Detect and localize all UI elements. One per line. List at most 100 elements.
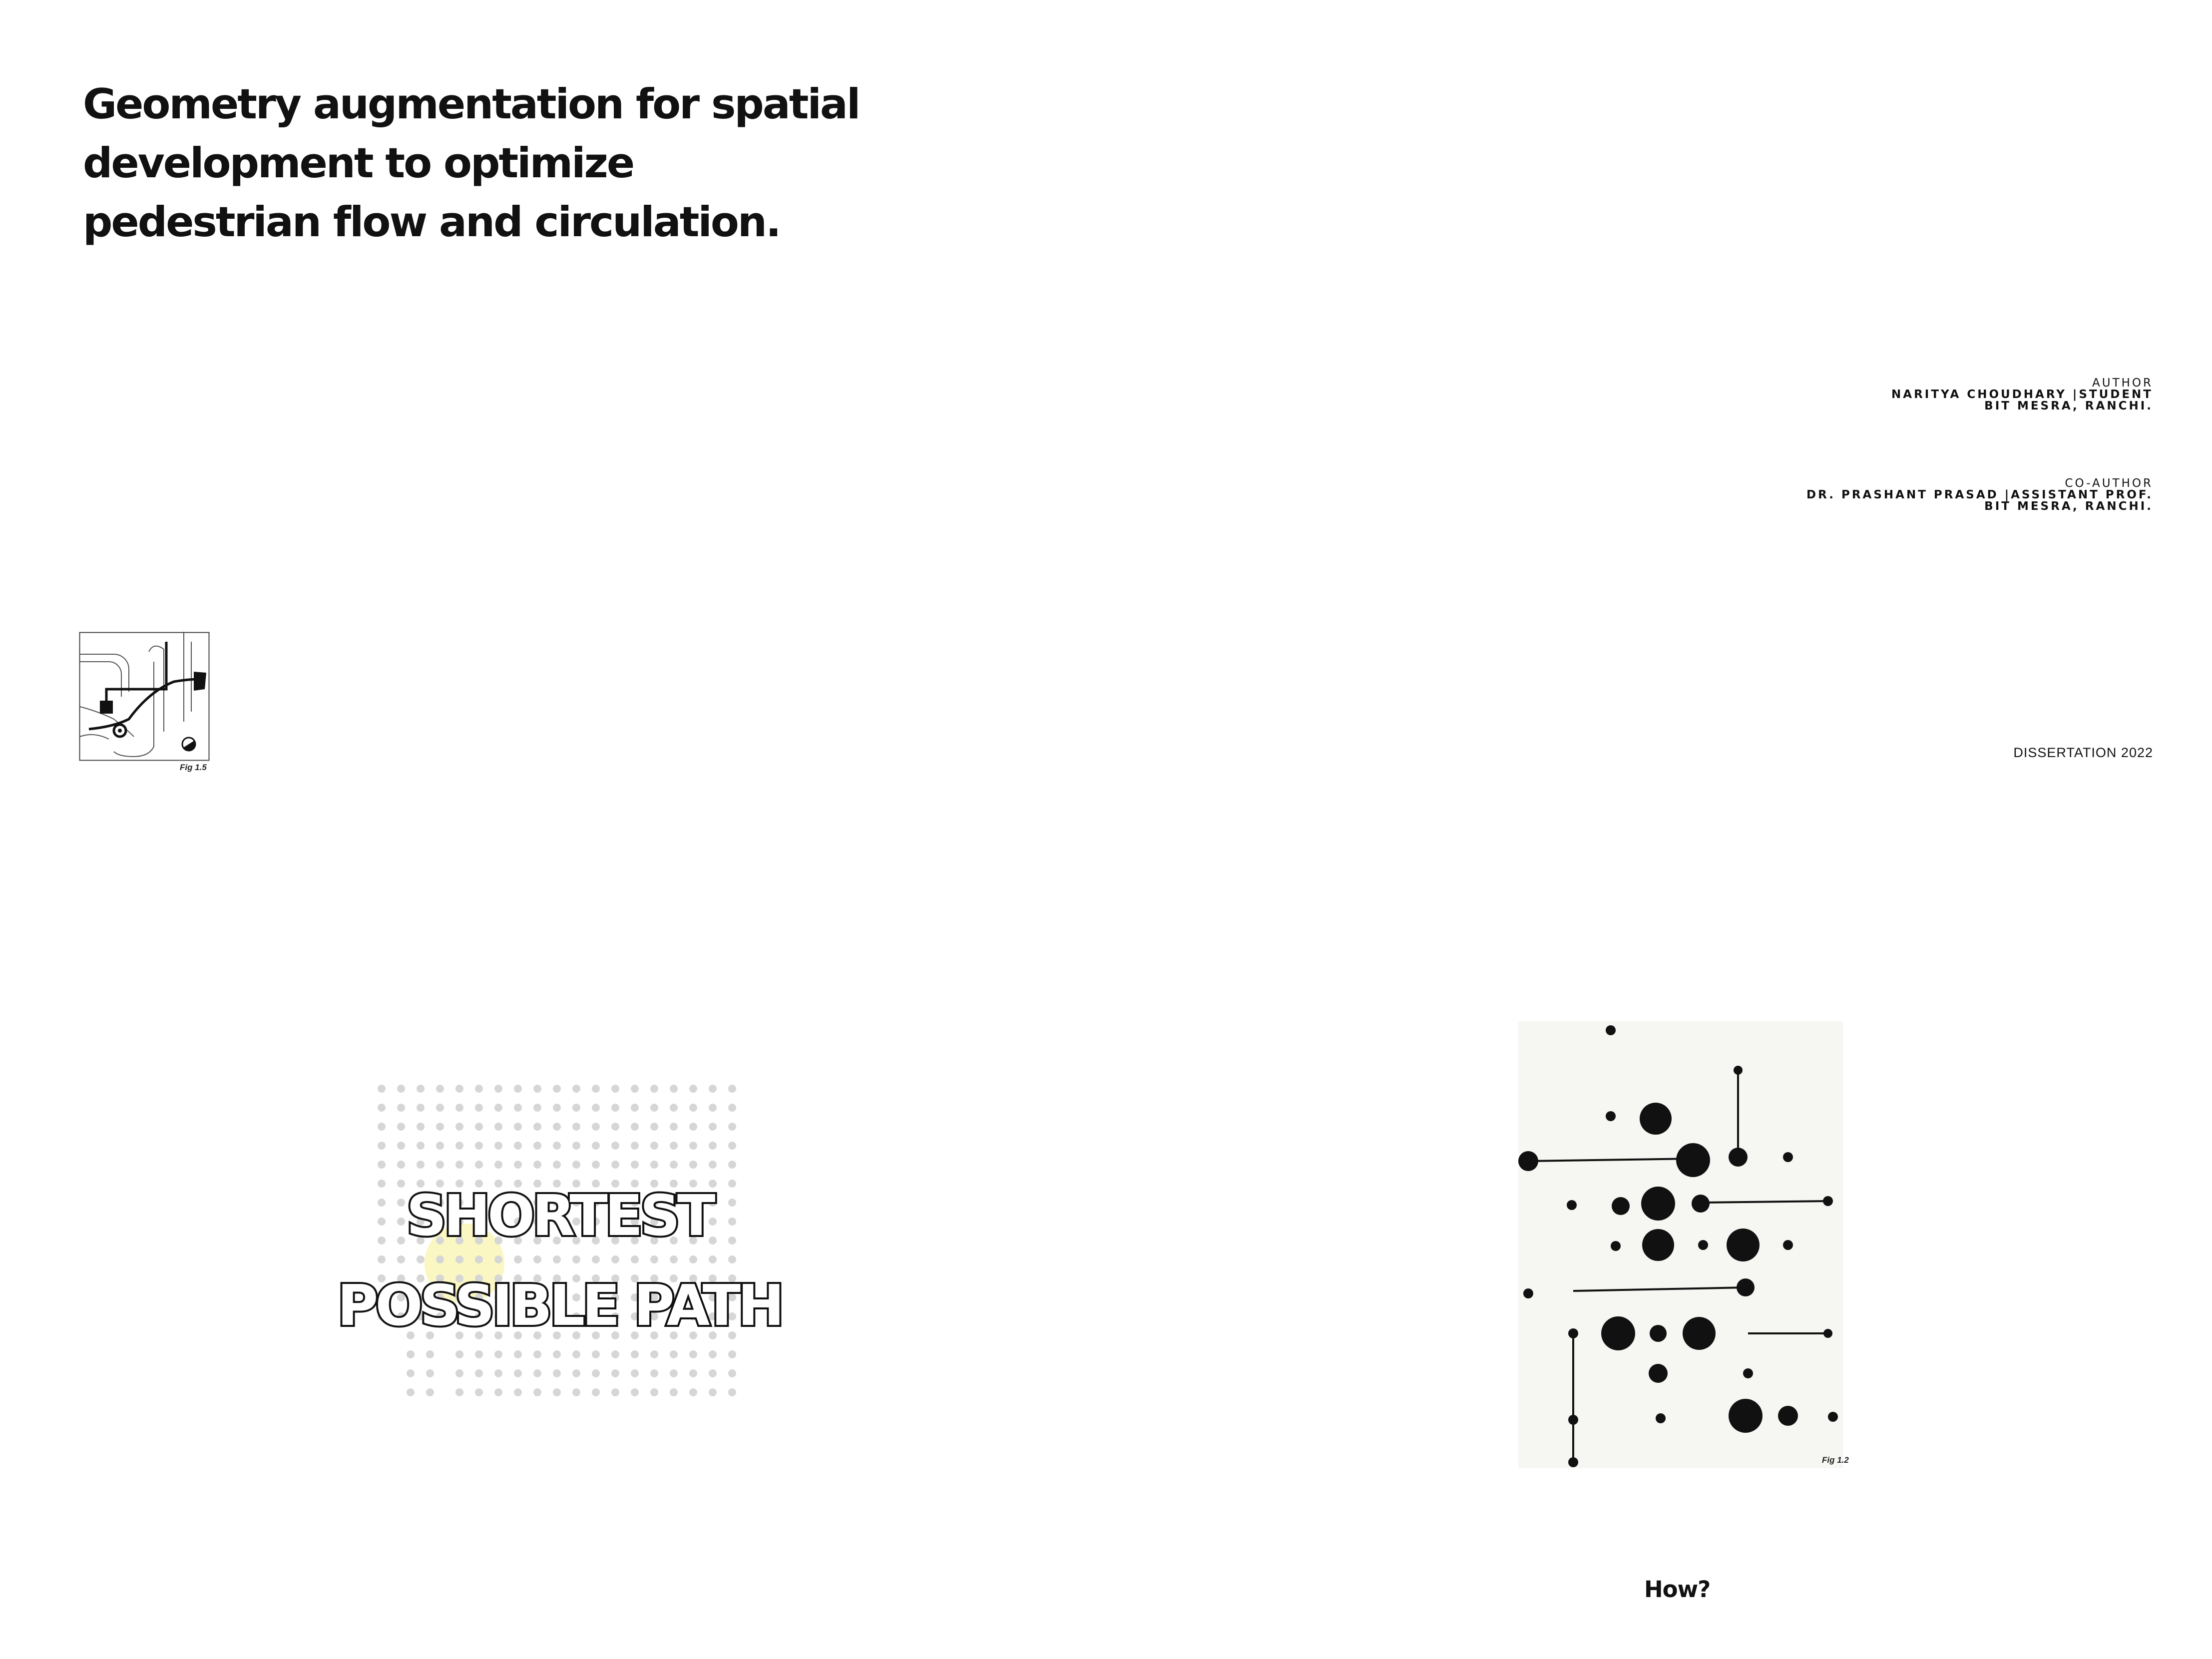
grid-dot: [670, 1123, 678, 1131]
grid-dot: [611, 1085, 619, 1093]
grid-dot: [650, 1142, 658, 1150]
grid-dot: [709, 1312, 717, 1320]
grid-dot: [475, 1085, 483, 1093]
grid-dot: [397, 1218, 405, 1226]
grid-dot: [728, 1331, 736, 1339]
grid-dot: [709, 1142, 717, 1150]
grid-dot: [592, 1199, 600, 1207]
grid-dot: [670, 1388, 678, 1396]
grid-dot: [728, 1274, 736, 1282]
grid-dot: [417, 1180, 425, 1188]
grid-dot: [417, 1161, 425, 1169]
grid-dot: [572, 1142, 580, 1150]
grid-dot: [378, 1218, 386, 1226]
grid-dot: [572, 1085, 580, 1093]
grid-dot: [436, 1123, 444, 1131]
grid-dot: [728, 1180, 736, 1188]
grid-dot: [397, 1142, 405, 1150]
grid-dot: [533, 1312, 541, 1320]
grid-dot: [455, 1388, 463, 1396]
page-title: Geometry augmentation for spatial develo…: [83, 80, 861, 246]
grid-dot: [689, 1161, 697, 1169]
grid-dot: [475, 1104, 483, 1112]
grid-dot: [407, 1350, 415, 1358]
grid-dot: [494, 1312, 502, 1320]
grid-dot: [728, 1161, 736, 1169]
grid-dot: [417, 1218, 425, 1226]
grid-dot: [709, 1388, 717, 1396]
grid-dot: [572, 1255, 580, 1263]
grid-dot: [670, 1085, 678, 1093]
grid-dot: [533, 1350, 541, 1358]
grid-dot: [397, 1274, 405, 1282]
grid-dot: [455, 1255, 463, 1263]
grid-dot: [494, 1331, 502, 1339]
grid-dot: [631, 1331, 639, 1339]
grid-dot: [670, 1312, 678, 1320]
grid-dot: [689, 1388, 697, 1396]
grid-dot: [533, 1085, 541, 1093]
grid-dot: [378, 1180, 386, 1188]
grid-dot: [728, 1312, 736, 1320]
author-name: NARITYA CHOUDHARY |STUDENT: [1891, 388, 2153, 401]
grid-dot: [670, 1161, 678, 1169]
grid-dot: [709, 1350, 717, 1358]
grid-dot: [436, 1293, 444, 1301]
grid-dot: [592, 1123, 600, 1131]
grid-dot: [533, 1293, 541, 1301]
grid-dot: [426, 1369, 434, 1377]
grid-dot: [475, 1142, 483, 1150]
grid-dot: [533, 1142, 541, 1150]
grid-dot: [592, 1237, 600, 1244]
grid-dot: [728, 1388, 736, 1396]
grid-dot: [494, 1350, 502, 1358]
grid-dot: [631, 1350, 639, 1358]
grid-dot: [592, 1312, 600, 1320]
figure-1-5-caption: Fig 1.5: [180, 763, 207, 772]
grid-dot: [417, 1199, 425, 1207]
grid-dot: [572, 1104, 580, 1112]
grid-dot: [455, 1085, 463, 1093]
grid-dot: [650, 1255, 658, 1263]
grid-dot: [455, 1218, 463, 1226]
grid-dot: [611, 1199, 619, 1207]
grid-dot: [611, 1388, 619, 1396]
grid-dot: [494, 1123, 502, 1131]
grid-dot: [728, 1350, 736, 1358]
grid-dot: [455, 1142, 463, 1150]
grid-dot: [378, 1274, 386, 1282]
grid-dot: [397, 1123, 405, 1131]
grid-dot: [378, 1237, 386, 1244]
grid-dot: [494, 1218, 502, 1226]
grid-dot: [436, 1104, 444, 1112]
grid-dot: [436, 1161, 444, 1169]
grid-dot: [728, 1085, 736, 1093]
grid-dot: [650, 1180, 658, 1188]
grid-dot: [514, 1350, 522, 1358]
grid-dot: [728, 1255, 736, 1263]
grid-dot: [572, 1274, 580, 1282]
grid-dot: [475, 1237, 483, 1244]
dissertation-label: DISSERTATION 2022: [2013, 745, 2153, 760]
grid-dot: [709, 1161, 717, 1169]
grid-dot: [533, 1199, 541, 1207]
grid-dot: [689, 1142, 697, 1150]
grid-dot: [553, 1293, 561, 1301]
grid-dot: [417, 1293, 425, 1301]
figure-1-2-caption: Fig 1.2: [1822, 1455, 1849, 1465]
author-block: AUTHOR NARITYA CHOUDHARY |STUDENT BIT ME…: [1891, 378, 2153, 412]
grid-dot: [611, 1142, 619, 1150]
grid-dot: [494, 1199, 502, 1207]
grid-dot: [689, 1237, 697, 1244]
grid-dot: [631, 1312, 639, 1320]
grid-dot: [592, 1274, 600, 1282]
grid-dot: [650, 1237, 658, 1244]
grid-dot: [611, 1180, 619, 1188]
grid-dot: [572, 1218, 580, 1226]
headline-line-2: POSSIBLE PATH: [335, 1271, 786, 1340]
grid-dot: [689, 1218, 697, 1226]
grid-dot: [670, 1255, 678, 1263]
grid-dot: [494, 1142, 502, 1150]
grid-dot: [533, 1255, 541, 1263]
grid-dot: [455, 1331, 463, 1339]
